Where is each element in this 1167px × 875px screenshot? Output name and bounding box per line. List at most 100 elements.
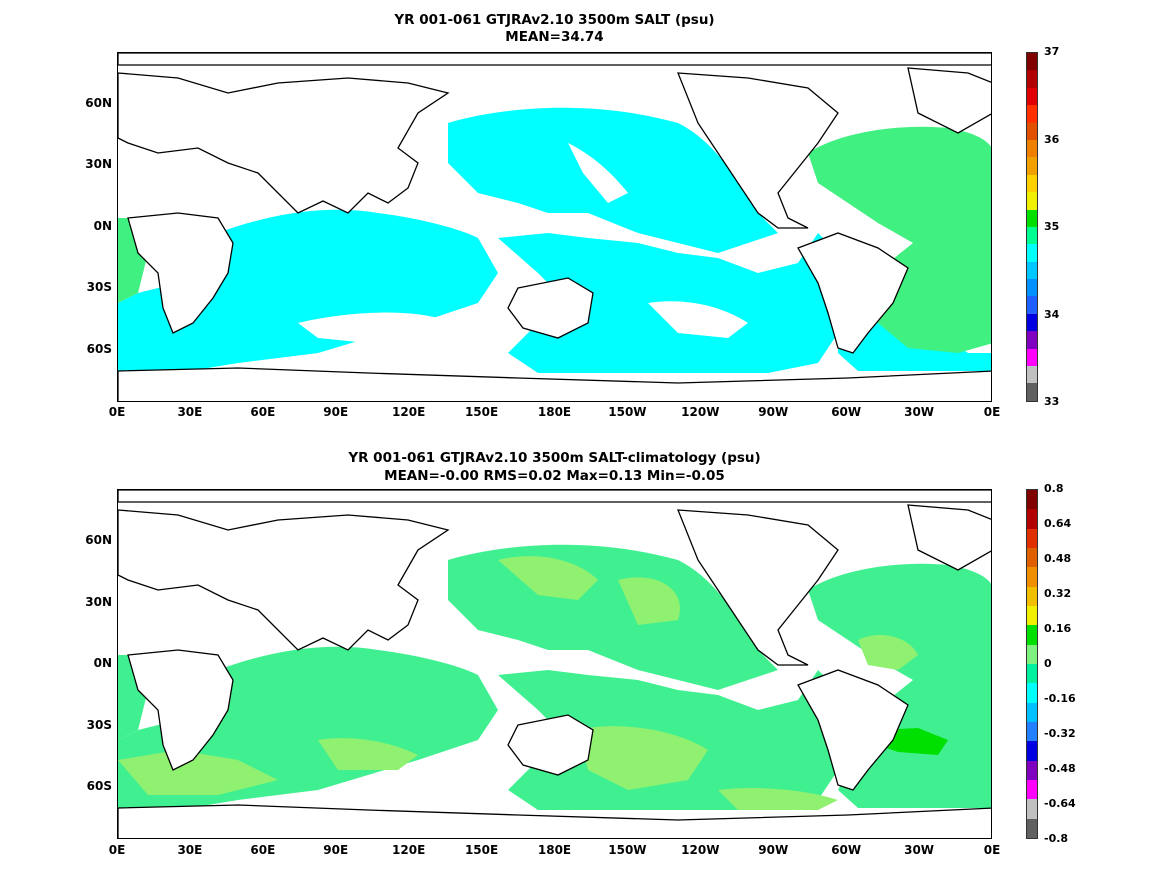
colorbar-segment <box>1027 741 1037 761</box>
colorbar-segment <box>1027 683 1037 703</box>
colorbar-segment <box>1027 122 1037 140</box>
colorbar-segment <box>1027 70 1037 88</box>
colorbar-segment <box>1027 760 1037 780</box>
x-tick-label: 120E <box>392 405 426 419</box>
colorbar-segment <box>1027 605 1037 626</box>
colorbar-segment <box>1027 818 1037 838</box>
x-tick-label: 30W <box>904 843 935 857</box>
colorbar-segment <box>1027 244 1037 262</box>
colorbar-tick-label: 0.64 <box>1044 517 1072 530</box>
colorbar-segment <box>1027 509 1037 529</box>
colorbar-segment <box>1027 87 1037 106</box>
colorbar-tick-label: 37 <box>1044 45 1060 58</box>
colorbar-segment <box>1027 139 1037 158</box>
x-tick-label: 30E <box>177 843 203 857</box>
bottom-ytick: 30S <box>86 718 112 732</box>
colorbar-segment <box>1027 799 1037 819</box>
x-tick-label: 30E <box>177 405 203 419</box>
colorbar-segment <box>1027 348 1037 367</box>
colorbar-tick-label: 0.32 <box>1044 587 1072 600</box>
bottom-ytick: 60N <box>85 533 112 547</box>
top-coastlines <box>118 53 991 401</box>
colorbar-tick-label: 34 <box>1044 307 1060 321</box>
x-tick-label: 60W <box>831 843 862 857</box>
colorbar-tick-label: -0.8 <box>1044 832 1069 845</box>
top-map-title: YR 001-061 GTJRAv2.10 3500m SALT (psu) <box>394 12 715 28</box>
x-tick-label: 90W <box>758 843 789 857</box>
x-tick-label: 90W <box>758 405 789 419</box>
colorbar-tick-label: 0.8 <box>1044 482 1064 495</box>
colorbar-segment <box>1027 663 1037 684</box>
colorbar-segment <box>1027 53 1037 71</box>
colorbar-tick-label: -0.16 <box>1044 692 1076 705</box>
x-tick-label: 180E <box>537 843 572 857</box>
colorbar-segment <box>1027 383 1037 401</box>
colorbar-tick-label: -0.64 <box>1044 797 1076 810</box>
colorbar-segment <box>1027 567 1037 587</box>
x-tick-label: 90E <box>323 843 349 857</box>
x-tick-label: 150E <box>464 843 499 857</box>
colorbar-segment <box>1027 313 1037 332</box>
x-tick-label: 0E <box>108 405 126 419</box>
colorbar-segment <box>1027 209 1037 227</box>
colorbar-segment <box>1027 779 1037 800</box>
top-ytick: 60N <box>85 96 112 110</box>
colorbar-segment <box>1027 721 1037 742</box>
x-tick-label: 150E <box>464 405 499 419</box>
top-map-mean: MEAN=34.74 <box>505 29 604 45</box>
colorbar-tick-label: 36 <box>1044 132 1060 146</box>
colorbar-segment <box>1027 226 1037 245</box>
x-tick-label: 180E <box>537 405 572 419</box>
x-tick-label: 0E <box>983 405 1001 419</box>
x-tick-label: 0E <box>108 843 126 857</box>
x-tick-label: 60E <box>250 405 276 419</box>
colorbar-segment <box>1027 490 1037 510</box>
colorbar-tick-label: -0.48 <box>1044 762 1076 775</box>
x-tick-label: 30W <box>904 405 935 419</box>
colorbar-segment <box>1027 644 1037 664</box>
bottom-ytick: 0N <box>93 656 112 670</box>
colorbar-segment <box>1027 261 1037 280</box>
colorbar-segment <box>1027 105 1037 123</box>
top-salinity-map <box>117 52 992 402</box>
colorbar-segment <box>1027 547 1037 568</box>
colorbar-segment <box>1027 331 1037 349</box>
colorbar-segment <box>1027 296 1037 314</box>
colorbar-tick-label: 0.48 <box>1044 552 1072 565</box>
x-tick-label: 90E <box>323 405 349 419</box>
top-ytick: 0N <box>93 219 112 233</box>
x-tick-label: 120W <box>681 405 720 419</box>
colorbar-tick-label: 0.16 <box>1044 622 1072 635</box>
colorbar-tick-label: 35 <box>1044 220 1060 233</box>
top-ytick: 30S <box>86 280 112 294</box>
x-tick-label: 150W <box>608 405 647 419</box>
colorbar-tick-label: -0.32 <box>1044 727 1076 740</box>
colorbar-segment <box>1027 279 1037 297</box>
bottom-colorbar <box>1026 489 1038 839</box>
bottom-map-title: YR 001-061 GTJRAv2.10 3500m SALT-climato… <box>348 450 761 466</box>
bottom-coastlines <box>118 490 991 838</box>
x-tick-label: 60W <box>831 405 862 419</box>
bottom-ytick: 30N <box>85 595 112 609</box>
colorbar-tick-label: 0 <box>1044 657 1052 670</box>
colorbar-segment <box>1027 174 1037 193</box>
top-ytick: 30N <box>85 157 112 171</box>
colorbar-segment <box>1027 157 1037 175</box>
colorbar-segment <box>1027 366 1037 384</box>
bottom-ytick: 60S <box>86 779 112 793</box>
x-tick-label: 120W <box>681 843 720 857</box>
bottom-anomaly-map <box>117 489 992 839</box>
top-colorbar <box>1026 52 1038 402</box>
bottom-light-fill <box>118 556 918 810</box>
colorbar-segment <box>1027 625 1037 645</box>
x-tick-label: 0E <box>983 843 1001 857</box>
colorbar-segment <box>1027 702 1037 722</box>
x-tick-label: 150W <box>608 843 647 857</box>
colorbar-tick-label: 33 <box>1044 395 1060 408</box>
colorbar-segment <box>1027 528 1037 548</box>
colorbar-segment <box>1027 192 1037 210</box>
top-ytick: 60S <box>86 342 112 356</box>
bottom-map-stats: MEAN=-0.00 RMS=0.02 Max=0.13 Min=-0.05 <box>384 468 725 484</box>
x-tick-label: 60E <box>250 843 276 857</box>
x-tick-label: 120E <box>392 843 426 857</box>
